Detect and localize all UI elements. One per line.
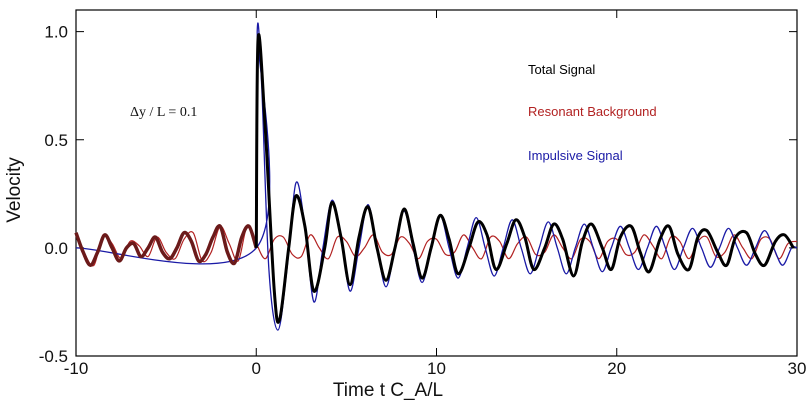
series-total-signal [254,33,795,324]
legend-resonant-background: Resonant Background [528,104,657,119]
x-tick-label: 0 [252,359,261,378]
legend: Total Signal Resonant Background Impulsi… [528,62,657,163]
y-tick-label: 0.5 [44,131,68,150]
series-total-signal-pre [74,224,258,267]
x-axis-title: Time t C_A/L [333,380,443,401]
legend-impulsive-signal: Impulsive Signal [528,148,623,163]
x-tick-label: -10 [64,359,89,378]
y-axis-title: Velocity [4,157,25,223]
x-tick-label: 20 [607,359,626,378]
legend-total-signal: Total Signal [528,62,595,77]
plot-area: -10 0 10 20 30 -0.5 0.0 0.5 1.0 [39,9,807,378]
series-resonant-background [75,225,798,267]
y-tick-label: 0.0 [44,239,68,258]
y-tick-label: -0.5 [39,347,68,366]
x-tick-label: 10 [427,359,446,378]
delta-y-annotation: Δy / L = 0.1 [130,105,197,120]
x-tick-label: 30 [788,359,807,378]
y-tick-label: 1.0 [44,23,68,42]
